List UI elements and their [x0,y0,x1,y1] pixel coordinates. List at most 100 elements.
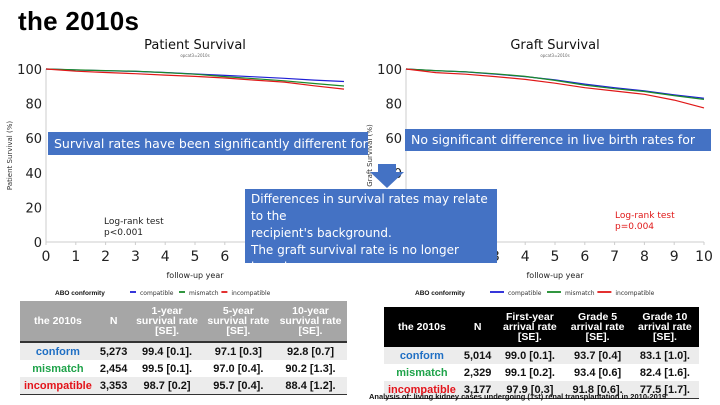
legend-label-incompatible: incompatible [231,290,270,297]
rate-1y-cell: 99.5 [0.1]. [131,360,203,377]
footnote: Analysis of: living kidney cases undergo… [369,392,667,401]
table-header: 1-year survival rate [SE]. [131,301,203,342]
x-tick-label: 7 [610,249,619,265]
n-cell: 5,273 [95,342,132,360]
legend-label-compatible: compatible [508,290,542,297]
y-tick-label: 80 [25,98,42,113]
table-row: incompatible 3,353 98.7 [0.2] 95.7 [0.4]… [20,377,347,395]
x-tick-label: 6 [220,249,229,265]
logrank-label: Log-rank test [615,211,675,221]
table-header-row: the 2010s N 1-year survival rate [SE]. 5… [20,301,347,342]
table-row: incompatible 3,177 97.9 [0.3] 91.8 [0.6]… [384,381,699,399]
table-header: 10-year survival rate [SE]. [274,301,347,342]
patient-survival-callout: Survival rates have been significantly d… [48,132,368,155]
group-cell: incompatible [20,377,96,395]
logrank-pvalue: p=0.004 [615,222,654,232]
table-header: Grade 10 arrival rate [SE]. [630,307,699,347]
series-line-compatible [45,68,345,83]
n-cell: 3,177 [459,381,496,399]
n-cell: 3,353 [95,377,132,395]
table-header: 5-year survival rate [SE]. [202,301,274,342]
logrank-label: Log-rank test [104,217,164,227]
chart-title: Patient Survival [144,38,246,53]
rate-10y-cell: 92.8 [0.7] [274,342,347,360]
legend-label-compatible: compatible [140,290,174,297]
rate-10y-cell: 90.2 [1.3]. [274,360,347,377]
table-header: First-year arrival rate [SE]. [495,307,565,347]
rate-10y-cell: 88.4 [1.2]. [274,377,347,395]
n-cell: 5,014 [459,347,496,364]
x-tick-label: 2 [101,249,110,265]
table-row: mismatch 2,454 99.5 [0.1]. 97.0 [0.4]. 9… [20,360,347,377]
chart-subtitle: opcat3=2010s [180,53,209,58]
legend-label-mismatch: mismatch [565,290,595,297]
chart-title: Graft Survival [510,38,599,53]
x-tick-label: 6 [580,249,589,265]
rate-5y-cell: 91.8 [0.6]. [564,381,631,399]
rate-5y-cell: 93.4 [0.6] [564,364,631,381]
table-row: conform 5,273 99.4 [0.1]. 97.1 [0.3] 92.… [20,342,347,360]
legend-title: ABO conformity [415,290,465,297]
series-line-mismatch [45,68,345,87]
logrank-pvalue: p<0.001 [104,228,143,238]
rate-5y-cell: 93.7 [0.4] [564,347,631,364]
x-tick-label: 1 [71,249,80,265]
x-tick-label: 8 [640,249,649,265]
x-tick-label: 9 [670,249,679,265]
n-cell: 2,454 [95,360,132,377]
rate-10y-cell: 77.5 [1.7]. [630,381,699,399]
rate-5y-cell: 95.7 [0.4]. [202,377,274,395]
summary-line: The graft survival rate is no longer bas… [251,243,459,274]
graft-survival-table: the 2010s N First-year arrival rate [SE]… [384,307,699,399]
x-tick-label: 0 [42,249,51,265]
group-cell: conform [384,347,460,364]
rate-1y-cell: 99.4 [0.1]. [131,342,203,360]
group-cell: incompatible [384,381,460,399]
chart-subtitle: opcat3=2010s [540,53,569,58]
rate-1y-cell: 98.7 [0.2] [131,377,203,395]
y-tick-label: 20 [25,201,42,216]
legend-label-incompatible: incompatible [615,290,654,297]
n-cell: 2,329 [459,364,496,381]
series-line-mismatch [405,68,705,100]
x-tick-label: 3 [131,249,140,265]
y-tick-label: 80 [385,98,402,113]
x-tick-label: 5 [191,249,200,265]
x-tick-label: 5 [551,249,560,265]
table-header: the 2010s [384,307,460,347]
table-header: Grade 5 arrival rate [SE]. [564,307,631,347]
slide-title: the 2010s [18,6,140,36]
y-tick-label: 60 [385,132,402,147]
x-tick-label: 10 [695,249,713,265]
table-header: N [459,307,496,347]
rate-5y-cell: 97.1 [0.3] [202,342,274,360]
table-row: mismatch 2,329 99.1 [0.2]. 93.4 [0.6] 82… [384,364,699,381]
rate-5y-cell: 97.0 [0.4]. [202,360,274,377]
group-cell: mismatch [384,364,460,381]
x-axis-label: follow-up year [526,271,584,280]
y-axis-label: Patient Survival (%) [6,121,14,190]
series-line-incompatible [405,68,705,109]
legend-title: ABO conformity [55,290,105,297]
y-tick-label: 0 [34,236,42,251]
summary-line: blood group compatibility differences. [251,277,479,291]
series-line-incompatible [45,68,345,90]
y-tick-label: 100 [377,63,402,78]
y-tick-label: 100 [17,63,42,78]
summary-line: recipient's background. [251,226,392,240]
summary-line: Differences in survival rates may relate… [251,192,488,223]
down-arrow-icon [370,164,404,188]
table-row: conform 5,014 99.0 [0.1]. 93.7 [0.4] 83.… [384,347,699,364]
graft-survival-callout: No significant difference in live birth … [405,129,711,151]
x-tick-label: 4 [161,249,170,265]
summary-callout: Differences in survival rates may relate… [245,189,497,291]
table-header: the 2010s [20,301,96,342]
x-axis-label: follow-up year [166,271,224,280]
rate-10y-cell: 83.1 [1.0]. [630,347,699,364]
y-tick-label: 60 [25,132,42,147]
table-header-row: the 2010s N First-year arrival rate [SE]… [384,307,699,347]
legend-label-mismatch: mismatch [189,290,219,297]
patient-survival-table: the 2010s N 1-year survival rate [SE]. 5… [20,301,347,395]
table-header: N [95,301,132,342]
rate-1y-cell: 99.1 [0.2]. [495,364,565,381]
